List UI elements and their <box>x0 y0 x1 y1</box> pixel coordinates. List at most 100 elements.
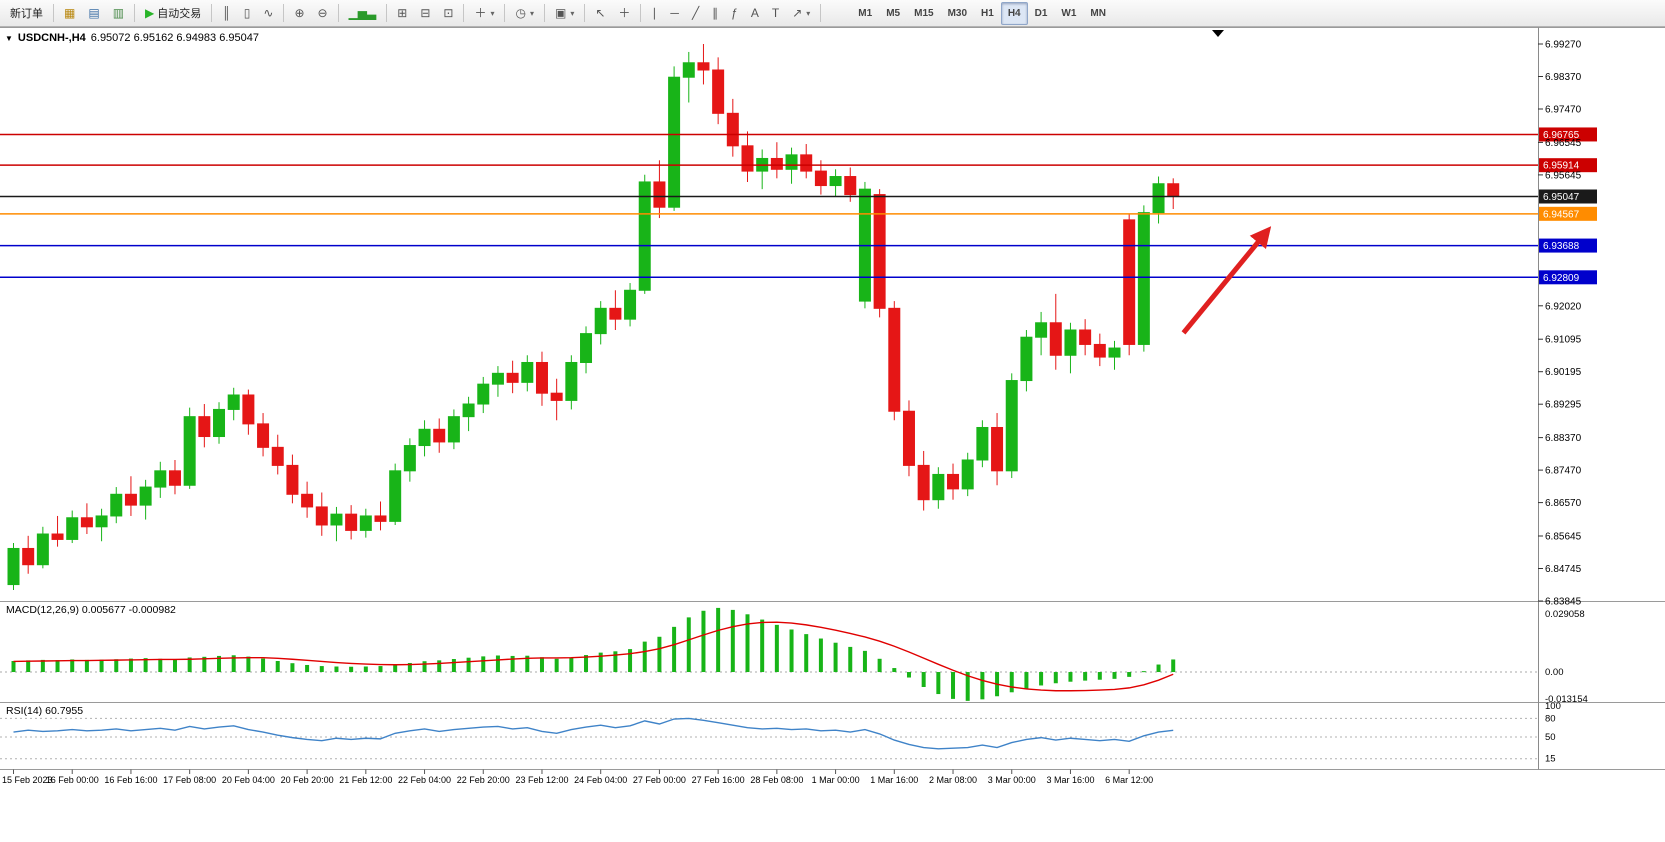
new-order-button[interactable]: 新订单 <box>4 2 49 25</box>
svg-text:17 Feb 08:00: 17 Feb 08:00 <box>163 775 216 785</box>
zoom-out-icon[interactable]: ⊖ <box>312 2 334 25</box>
new-chart-icon[interactable]: ＋ ▾ <box>468 2 500 25</box>
trend-arrow-annotation[interactable] <box>1181 226 1272 335</box>
fibonacci-icon[interactable]: ƒ <box>725 2 744 25</box>
svg-text:-0.013154: -0.013154 <box>1545 694 1588 705</box>
cursor-icon: ↖ <box>595 6 606 20</box>
market-watch-icon[interactable]: ▦ <box>58 2 81 25</box>
svg-text:6.89295: 6.89295 <box>1545 400 1582 411</box>
toolbar-separator <box>134 4 136 22</box>
svg-text:16 Feb 00:00: 16 Feb 00:00 <box>46 775 99 785</box>
rsi-line <box>13 717 1174 750</box>
svg-text:0.00: 0.00 <box>1545 667 1564 678</box>
toolbar-separator <box>504 4 506 22</box>
hline-6.94567[interactable]: 6.94567 <box>0 206 1597 221</box>
svg-text:80: 80 <box>1545 713 1556 724</box>
svg-text:20 Feb 04:00: 20 Feb 04:00 <box>222 775 275 785</box>
symbol-dropdown-icon[interactable]: ▼ <box>5 33 13 43</box>
crosshair-icon: ＋ <box>618 6 631 20</box>
rsi-pane-label: RSI(14) 60.7955 <box>6 705 83 717</box>
auto-trading-button-label: 自动交易 <box>157 8 202 20</box>
svg-text:22 Feb 04:00: 22 Feb 04:00 <box>398 775 451 785</box>
svg-text:15 Feb 2023: 15 Feb 2023 <box>2 775 53 785</box>
trendline-icon[interactable]: ╱ <box>686 2 705 25</box>
text-label-icon[interactable]: T <box>766 2 785 25</box>
timeframe-h4[interactable]: H4 <box>1000 1 1028 25</box>
crosshair-icon[interactable]: ＋ <box>612 2 636 25</box>
fibonacci-icon: ƒ <box>731 6 738 20</box>
zoom-in-icon: ⊕ <box>294 6 305 20</box>
timeframe-m30[interactable]: M30 <box>947 7 968 19</box>
equidistant-channel-icon[interactable]: ∥ <box>706 2 724 25</box>
toolbar-separator <box>386 4 388 22</box>
tile-horizontal-icon[interactable]: ⊟ <box>414 2 436 25</box>
candlestick-chart-icon[interactable]: ▯ <box>238 2 257 25</box>
timeframe-d1[interactable]: D1 <box>1034 7 1048 19</box>
toolbar-separator <box>211 4 213 22</box>
chevron-down-icon: ▾ <box>529 8 534 18</box>
period-icon[interactable]: ◷ ▾ <box>509 2 540 25</box>
rsi-label: RSI(14) <box>6 705 43 717</box>
ohlc-values: 6.95072 6.95162 6.94983 6.95047 <box>90 32 259 44</box>
svg-text:22 Feb 20:00: 22 Feb 20:00 <box>457 775 510 785</box>
svg-text:1 Mar 00:00: 1 Mar 00:00 <box>812 775 860 785</box>
auto-trading-button-icon: ▶ <box>145 6 155 20</box>
timeframe-w1[interactable]: W1 <box>1061 7 1077 19</box>
data-window-icon[interactable]: ▤ <box>82 2 105 25</box>
svg-text:2 Mar 08:00: 2 Mar 08:00 <box>929 775 977 785</box>
bar-chart-icon[interactable]: ║ <box>216 2 237 25</box>
svg-text:6.95914: 6.95914 <box>1543 161 1580 172</box>
hline-6.95914[interactable]: 6.95914 <box>0 158 1597 173</box>
vertical-line-icon: ∣ <box>651 6 658 20</box>
hline-6.96765[interactable]: 6.96765 <box>0 127 1597 142</box>
toolbar-separator <box>337 4 339 22</box>
auto-trading-button[interactable]: ▶ 自动交易 <box>139 2 207 25</box>
price-axis[interactable]: 6.99270 6.98370 6.97470 6.96545 6.95645 6.920… <box>1538 40 1582 608</box>
svg-text:15: 15 <box>1545 754 1556 765</box>
navigator-icon[interactable]: ▥ <box>107 2 130 25</box>
macd-pane: 0.029058 0.00 -0.013154 <box>0 607 1588 705</box>
arrows-icon[interactable]: ↗ ▾ <box>786 2 816 25</box>
horizontal-lines[interactable]: 6.96765 6.95914 6.95047 6.94567 6.93688 6.928… <box>0 127 1597 285</box>
tile-windows-icon[interactable]: ⊞ <box>391 2 413 25</box>
timeframe-h1[interactable]: H1 <box>981 7 994 19</box>
svg-text:20 Feb 20:00: 20 Feb 20:00 <box>281 775 334 785</box>
indicators-icon[interactable]: ▁▅▃ <box>343 2 383 25</box>
hline-6.92809[interactable]: 6.92809 <box>0 270 1597 285</box>
svg-text:23 Feb 12:00: 23 Feb 12:00 <box>515 775 568 785</box>
chevron-down-icon: ▾ <box>570 8 575 18</box>
macd-signal-line <box>13 621 1174 692</box>
indicators-icon: ▁▅▃ <box>348 6 377 20</box>
hline-6.93688[interactable]: 6.93688 <box>0 238 1597 253</box>
svg-text:6.85645: 6.85645 <box>1545 532 1582 543</box>
hline-6.95047[interactable]: 6.95047 <box>0 189 1597 204</box>
template-icon[interactable]: ▣ ▾ <box>549 2 580 25</box>
svg-text:6.92809: 6.92809 <box>1543 273 1580 284</box>
candlestick-series <box>7 44 1180 590</box>
cursor-icon[interactable]: ↖ <box>589 2 611 25</box>
new-chart-icon: ＋ <box>474 6 487 20</box>
cascade-windows-icon[interactable]: ⊡ <box>437 2 459 25</box>
line-chart-icon[interactable]: ∿ <box>257 2 279 25</box>
zoom-out-icon: ⊖ <box>317 6 328 20</box>
tile-horizontal-icon: ⊟ <box>420 6 431 20</box>
svg-text:6.88370: 6.88370 <box>1545 433 1582 444</box>
vertical-line-icon[interactable]: ∣ <box>645 2 663 25</box>
horizontal-line-icon[interactable]: ─ <box>664 2 685 25</box>
svg-text:6.90195: 6.90195 <box>1545 367 1582 378</box>
text-icon[interactable]: A <box>745 2 765 25</box>
horizontal-line-icon: ─ <box>670 6 679 20</box>
svg-text:16 Feb 16:00: 16 Feb 16:00 <box>104 775 157 785</box>
zoom-in-icon[interactable]: ⊕ <box>288 2 310 25</box>
bar-chart-icon: ║ <box>222 6 231 20</box>
timeframe-mn[interactable]: MN <box>1090 7 1106 19</box>
timeframe-m5[interactable]: M5 <box>886 7 901 19</box>
timeframe-m15[interactable]: M15 <box>914 7 934 19</box>
timeframe-m1[interactable]: M1 <box>858 7 873 19</box>
chevron-down-icon: ▾ <box>806 8 811 18</box>
scroll-shift-marker[interactable] <box>1212 30 1224 37</box>
